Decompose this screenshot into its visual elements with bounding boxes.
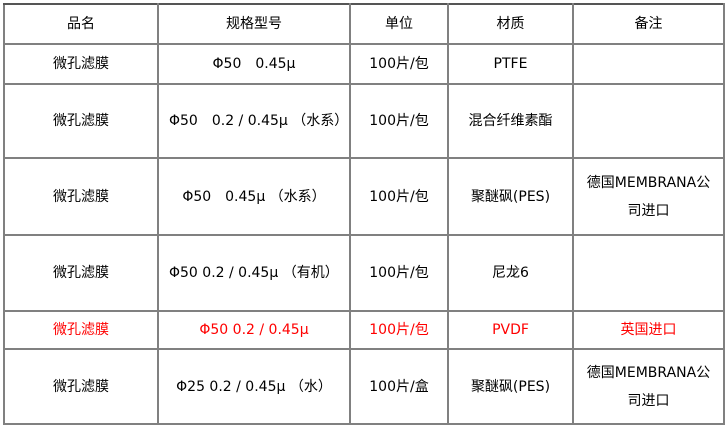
cell-unit: 100片/包 bbox=[349, 310, 449, 350]
cell-note bbox=[572, 43, 725, 85]
header-material: 材质 bbox=[447, 3, 574, 45]
cell-note: 英国进口 bbox=[572, 310, 725, 350]
cell-spec: Φ50 0.45μ bbox=[157, 43, 351, 85]
cell-name: 微孔滤膜 bbox=[3, 234, 159, 312]
cell-material: PTFE bbox=[447, 43, 574, 85]
cell-spec: Φ50 0.45μ （水系） bbox=[157, 157, 351, 236]
cell-name: 微孔滤膜 bbox=[3, 157, 159, 236]
header-note: 备注 bbox=[572, 3, 725, 45]
cell-spec: Φ25 0.2 / 0.45μ （水） bbox=[157, 348, 351, 425]
table-row-highlighted: 微孔滤膜 Φ50 0.2 / 0.45μ 100片/包 PVDF 英国进口 bbox=[3, 310, 725, 350]
cell-material: 聚醚砜(PES) bbox=[447, 348, 574, 425]
table-row: 微孔滤膜 Φ50 0.45μ （水系） 100片/包 聚醚砜(PES) 德国ME… bbox=[3, 157, 725, 236]
cell-name: 微孔滤膜 bbox=[3, 83, 159, 159]
cell-name: 微孔滤膜 bbox=[3, 43, 159, 85]
table-row: 微孔滤膜 Φ50 0.2 / 0.45μ （水系） 100片/包 混合纤维素酯 bbox=[3, 83, 725, 159]
cell-material: 尼龙6 bbox=[447, 234, 574, 312]
cell-note bbox=[572, 234, 725, 312]
cell-spec: Φ50 0.2 / 0.45μ （水系） bbox=[157, 83, 351, 159]
cell-unit: 100片/包 bbox=[349, 83, 449, 159]
cell-unit: 100片/盒 bbox=[349, 348, 449, 425]
cell-note: 德国MEMBRANA公司进口 bbox=[572, 157, 725, 236]
cell-name: 微孔滤膜 bbox=[3, 310, 159, 350]
cell-spec: Φ50 0.2 / 0.45μ （有机） bbox=[157, 234, 351, 312]
cell-material: 聚醚砜(PES) bbox=[447, 157, 574, 236]
table-row: 微孔滤膜 Φ50 0.2 / 0.45μ （有机） 100片/包 尼龙6 bbox=[3, 234, 725, 312]
product-table: 品名 规格型号 单位 材质 备注 微孔滤膜 Φ50 0.45μ 100片/包 P… bbox=[3, 3, 725, 425]
header-name: 品名 bbox=[3, 3, 159, 45]
header-row: 品名 规格型号 单位 材质 备注 bbox=[3, 3, 725, 45]
cell-name: 微孔滤膜 bbox=[3, 348, 159, 425]
table-row: 微孔滤膜 Φ25 0.2 / 0.45μ （水） 100片/盒 聚醚砜(PES)… bbox=[3, 348, 725, 425]
cell-note bbox=[572, 83, 725, 159]
cell-unit: 100片/包 bbox=[349, 43, 449, 85]
cell-spec: Φ50 0.2 / 0.45μ bbox=[157, 310, 351, 350]
header-spec: 规格型号 bbox=[157, 3, 351, 45]
cell-note: 德国MEMBRANA公司进口 bbox=[572, 348, 725, 425]
cell-material: PVDF bbox=[447, 310, 574, 350]
table-row: 微孔滤膜 Φ50 0.45μ 100片/包 PTFE bbox=[3, 43, 725, 85]
cell-unit: 100片/包 bbox=[349, 234, 449, 312]
header-unit: 单位 bbox=[349, 3, 449, 45]
cell-material: 混合纤维素酯 bbox=[447, 83, 574, 159]
cell-unit: 100片/包 bbox=[349, 157, 449, 236]
